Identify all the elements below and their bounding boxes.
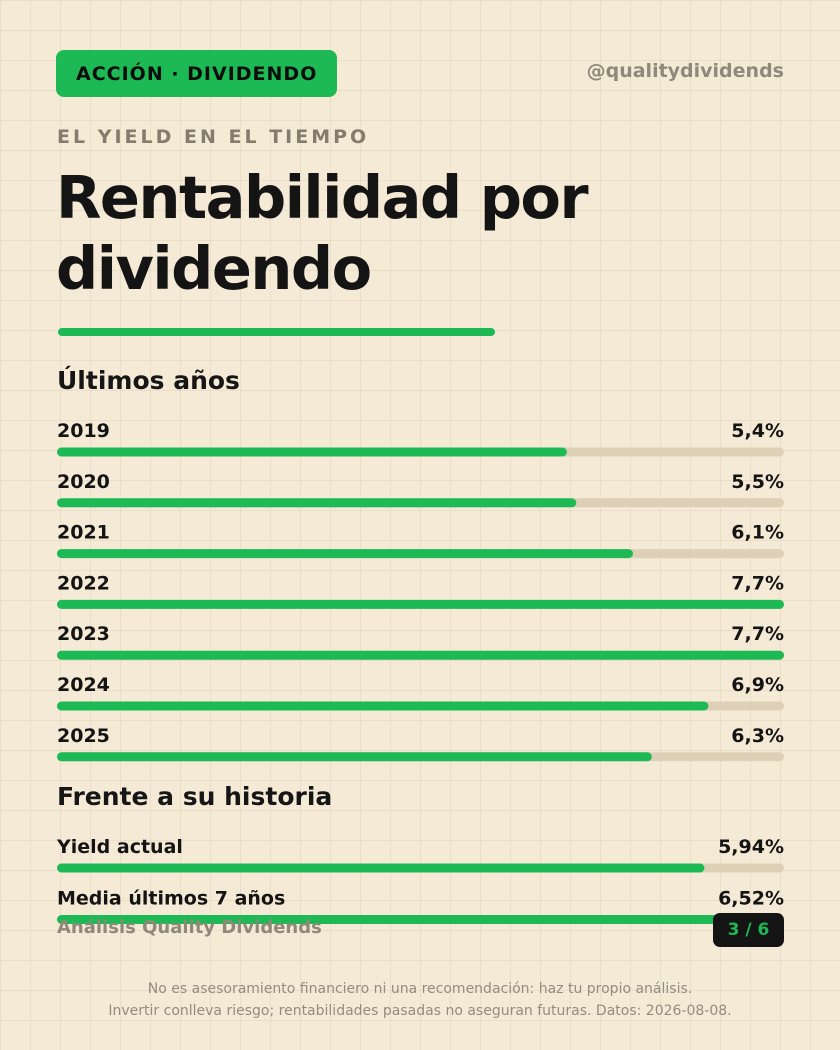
category-label: 2022 [57,572,110,594]
bar-fill [57,915,768,924]
section-title-recent-years: Últimos años [57,366,240,395]
value-label: 7,7% [731,623,784,645]
footer-credit: Análisis Quality Dividends [57,917,322,938]
category-label: 2021 [57,522,110,544]
value-label: 6,1% [731,522,784,544]
bar-row-history-media-ultimos-7-anos: Media últimos 7 años 6,52% [57,888,784,924]
bar-row-history-yield-actual: Yield actual 5,94% [56,836,784,873]
bar-row-year-2024: 2024 6,9% [57,674,784,711]
bar-row-year-2019: 2019 5,4% [57,420,784,457]
value-label: 6,52% [718,888,784,910]
value-label: 5,94% [718,836,784,858]
bar-row-year-2023: 2023 7,7% [57,623,784,660]
bar-row-year-2020: 2020 5,5% [57,471,784,508]
category-label: 2019 [57,420,110,442]
category-label: 2023 [57,623,110,645]
bar-fill [57,863,705,873]
value-label: 6,9% [731,674,784,696]
bar-fill [57,447,567,457]
category-label: Media últimos 7 años [57,888,285,910]
disclaimer-line-2: Invertir conlleva riesgo; rentabilidades… [108,1003,732,1019]
eyebrow-label: EL YIELD EN EL TIEMPO [57,126,370,148]
bar-fill [57,549,633,559]
category-label: 2024 [57,674,110,696]
value-label: 6,3% [731,725,784,747]
category-label: 2020 [57,471,110,493]
bar-fill [57,701,709,711]
disclaimer-line-1: No es asesoramiento financiero ni una re… [147,981,693,997]
category-label: 2025 [57,725,110,747]
author-handle: @qualitydividends [586,60,784,82]
section-title-vs-history: Frente a su historia [57,782,333,811]
bar-row-year-2021: 2021 6,1% [57,522,784,559]
bar-row-year-2025: 2025 6,3% [57,725,784,762]
page-title: Rentabilidad por dividendo [56,163,589,303]
bar-fill [57,498,577,508]
value-label: 7,7% [731,572,784,594]
title-underline [58,328,495,336]
value-label: 5,4% [731,420,784,442]
value-label: 5,5% [731,471,784,493]
category-badge: ACCIÓN · DIVIDENDO [56,50,338,97]
bar-fill [57,650,784,660]
bar-fill [57,599,784,609]
bar-fill [57,752,652,762]
page-indicator: 3 / 6 [713,913,784,947]
bar-row-year-2022: 2022 7,7% [57,572,784,609]
category-label: Yield actual [56,836,183,858]
